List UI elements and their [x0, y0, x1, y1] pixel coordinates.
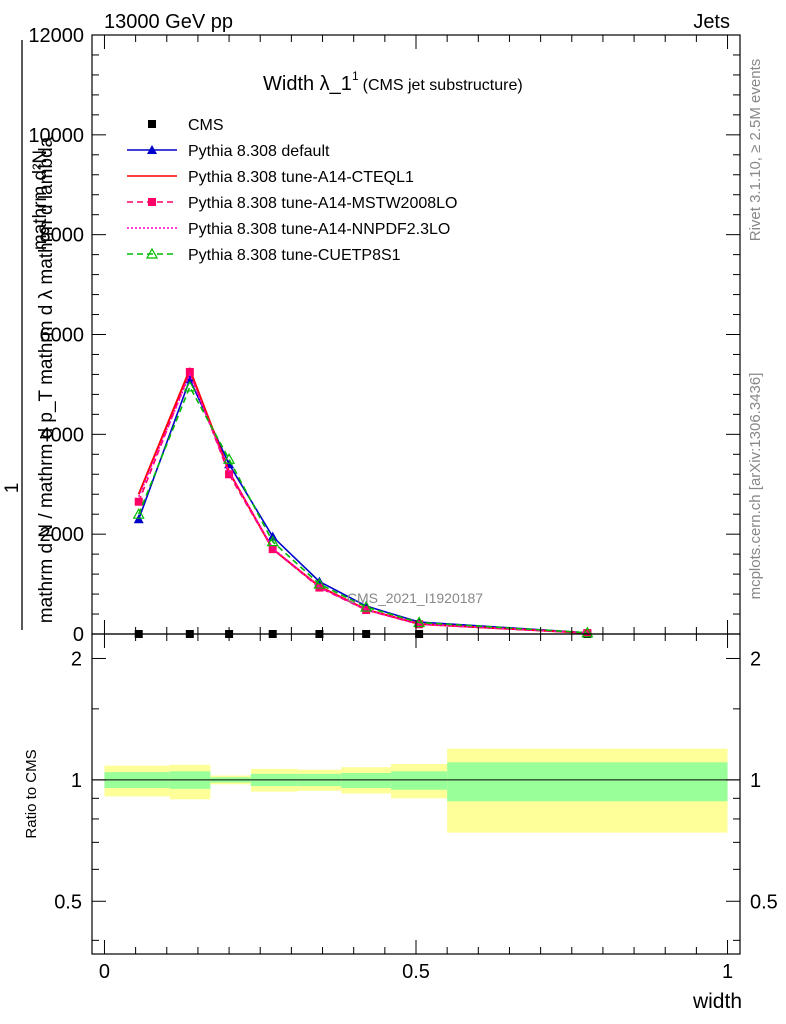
main-ytick-label: 2000 — [40, 524, 85, 546]
legend-label: CMS — [188, 117, 224, 134]
legend-item: CMS — [148, 117, 224, 134]
ratio-ytick-label-right: 2 — [750, 648, 761, 670]
data-point — [266, 535, 279, 547]
mcplots-label: mcplots.cern.ch [arXiv:1306.3436] — [747, 373, 764, 600]
main-ytick-label: 4000 — [40, 424, 85, 446]
data-point — [132, 507, 145, 519]
data-point — [313, 577, 326, 589]
legend-label: Pythia 8.308 tune-A14-MSTW2008LO — [188, 195, 457, 212]
legend-label: Pythia 8.308 tune-CUETP8S1 — [188, 247, 401, 264]
ratio-ytick-label: 1 — [71, 770, 82, 792]
stat-uncertainty-band — [391, 771, 448, 790]
xtick-label: 1 — [722, 961, 733, 983]
legend-item: Pythia 8.308 default — [127, 143, 330, 160]
ratio-ytick-label: 2 — [71, 648, 82, 670]
x-axis-label: width — [692, 990, 742, 1013]
legend-label: Pythia 8.308 tune-A14-CTEQL1 — [188, 169, 414, 186]
legend-marker — [145, 247, 159, 259]
category-label: Jets — [693, 11, 730, 33]
main-ytick-label: 10000 — [28, 125, 84, 147]
stat-uncertainty-band — [341, 773, 392, 788]
main-y-axis-label: mathrm d²N 1 mathrm d N / mathrm d p_T m… — [2, 40, 57, 630]
legend-marker — [148, 120, 156, 128]
ratio-ytick-label-right: 0.5 — [750, 891, 778, 913]
data-point — [185, 367, 194, 376]
data-point — [413, 616, 426, 628]
title-sub: (CMS jet substructure) — [363, 77, 523, 94]
legend-label: Pythia 8.308 tune-A14-NNPDF2.3LO — [188, 221, 450, 238]
data-point — [134, 497, 143, 506]
legend-item: Pythia 8.308 tune-A14-MSTW2008LO — [127, 195, 457, 212]
series-5 — [132, 380, 594, 638]
ylabel-prefix: 1 — [2, 483, 23, 494]
data-point — [362, 606, 371, 615]
xtick-label: 0 — [99, 961, 110, 983]
ratio-ytick-label-right: 1 — [750, 770, 761, 792]
ratio-y-axis-label: Ratio to CMS — [23, 749, 40, 838]
data-point — [581, 626, 594, 638]
title-superscript: 1 — [352, 69, 359, 83]
legend-item: Pythia 8.308 tune-CUETP8S1 — [127, 247, 401, 264]
watermark: CMS_2021_I1920187 — [347, 590, 483, 606]
title-main: Width λ_1 — [263, 73, 352, 95]
plot-title: Width λ_11 (CMS jet substructure) — [263, 69, 523, 95]
ylabel-numerator: mathrm d²N — [30, 150, 51, 250]
data-point — [268, 545, 277, 554]
legend-item: Pythia 8.308 tune-A14-CTEQL1 — [127, 169, 414, 186]
main-ytick-label: 6000 — [40, 325, 85, 347]
data-point — [225, 470, 234, 479]
legend-marker — [147, 145, 157, 154]
legend-label: Pythia 8.308 default — [188, 143, 330, 160]
stat-uncertainty-band — [447, 762, 728, 802]
ratio-panel: 0.5 0.5 1 1 2 2 0 0.5 1 Ratio to CMS width — [23, 633, 778, 1013]
legend: CMS Pythia 8.308 default Pythia 8.308 tune… — [127, 117, 457, 264]
legend-marker — [148, 198, 156, 206]
data-point — [183, 380, 196, 392]
svg-text:Width λ_11(CMS jet substructur: Width λ_11 (CMS jet substructure) — [263, 69, 523, 95]
data-point — [223, 453, 236, 464]
beam-label: 13000 GeV pp — [104, 11, 233, 33]
ylabel-denominator: mathrm d N / mathrm d p_T mathrm d λ mat… — [36, 136, 57, 623]
data-point — [360, 600, 373, 612]
legend-item: Pythia 8.308 tune-A14-NNPDF2.3LO — [127, 221, 450, 238]
main-ytick-label: 0 — [73, 624, 84, 646]
series-line — [137, 385, 588, 634]
main-panel: 0 2000 4000 6000 8000 10000 12000 CMS_2021_I19… — [28, 25, 741, 646]
rivet-label: Rivet 3.1.10, ≥ 2.5M events — [747, 59, 764, 242]
xtick-label: 0.5 — [402, 961, 430, 983]
main-ytick-label: 12000 — [28, 25, 84, 47]
main-ytick-label: 8000 — [40, 225, 85, 247]
ratio-ytick-label: 0.5 — [54, 891, 82, 913]
